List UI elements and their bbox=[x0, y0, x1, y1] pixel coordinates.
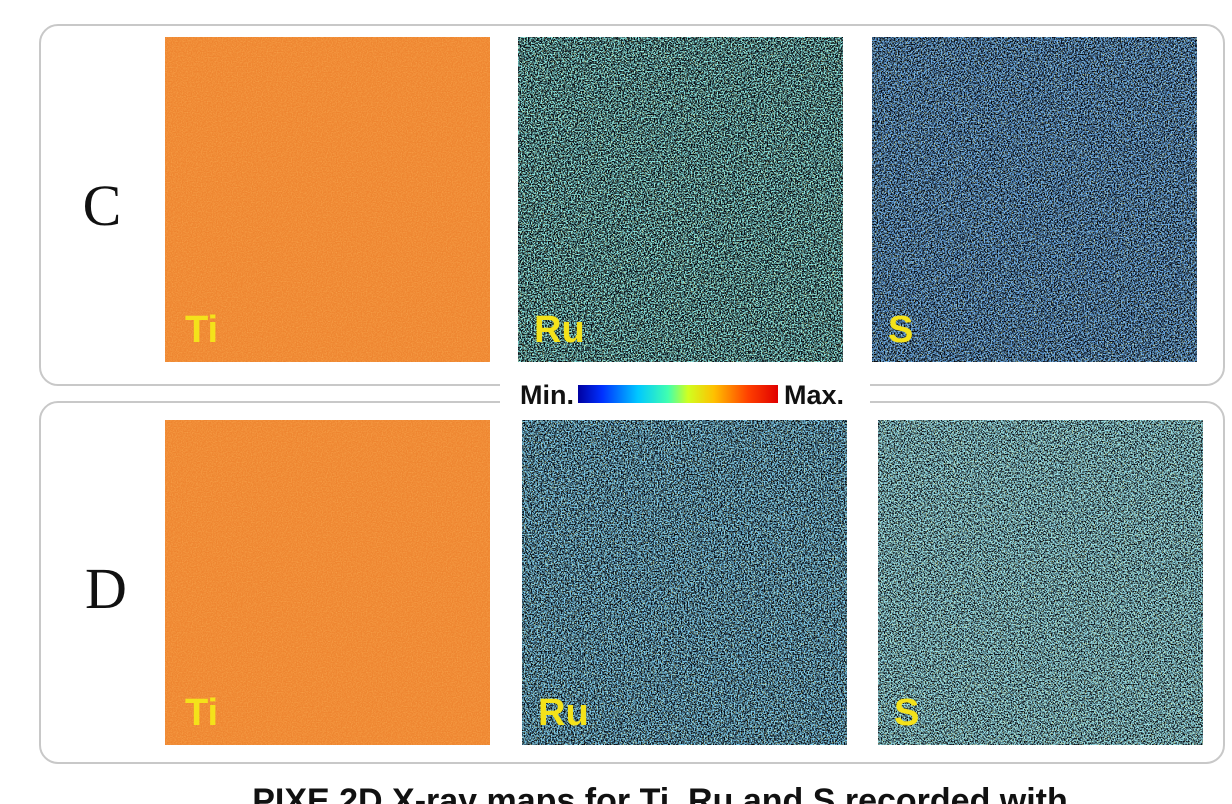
panel-label: D bbox=[85, 556, 127, 621]
caption: PIXE 2D X-ray maps for Ti, Ru and S reco… bbox=[252, 782, 1068, 804]
map-label: S bbox=[894, 692, 919, 734]
figure: C Ti Ru S D Ti Ru S Min. Max. PIXE 2D X-ray map… bbox=[0, 0, 1232, 804]
map-label: Ru bbox=[534, 309, 585, 351]
panel-label: C bbox=[83, 173, 122, 238]
map-texture bbox=[878, 420, 1203, 745]
map-label: S bbox=[888, 309, 913, 351]
colorbar bbox=[578, 385, 778, 403]
map-label: Ru bbox=[538, 692, 589, 734]
map-texture bbox=[872, 37, 1197, 362]
colorbar-max: Max. bbox=[784, 380, 844, 410]
colorbar-min: Min. bbox=[520, 380, 574, 410]
map-label: Ti bbox=[185, 692, 218, 734]
map-label: Ti bbox=[185, 309, 218, 351]
